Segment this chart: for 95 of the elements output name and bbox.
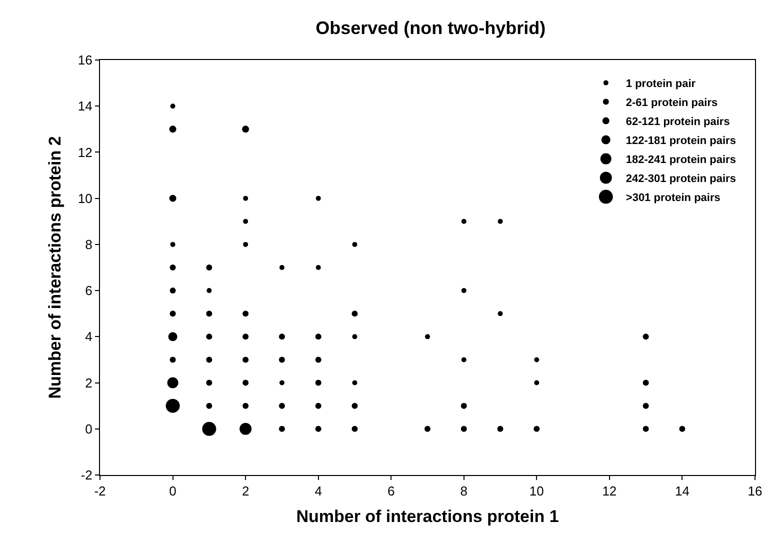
- x-tick-label: 6: [387, 484, 395, 499]
- point: [497, 426, 504, 432]
- point: [242, 310, 249, 317]
- legend-label: 2-61 protein pairs: [626, 97, 718, 110]
- point: [642, 426, 649, 432]
- point: [460, 402, 467, 409]
- legend-label: 182-241 protein pairs: [626, 154, 736, 166]
- point: [242, 402, 249, 409]
- point: [642, 380, 649, 386]
- point: [170, 104, 176, 109]
- point: [315, 426, 322, 432]
- point: [169, 126, 176, 133]
- x-tick-label: 4: [314, 484, 322, 499]
- point: [461, 288, 466, 294]
- y-tick-label: 10: [78, 190, 92, 206]
- legend-label: 242-301 protein pairs: [626, 173, 736, 186]
- point: [315, 334, 322, 340]
- point: [352, 402, 358, 409]
- x-tick-label: 10: [529, 484, 544, 499]
- legend-label: 1 protein pair: [626, 78, 696, 90]
- point: [352, 334, 358, 340]
- y-tick-label: 4: [85, 329, 92, 344]
- point: [534, 380, 540, 386]
- point: [243, 242, 248, 247]
- point: [642, 334, 649, 340]
- point: [206, 356, 212, 363]
- y-tick-label: 6: [85, 283, 92, 298]
- point: [170, 356, 176, 363]
- x-tick-label: 16: [748, 484, 762, 499]
- point: [642, 402, 649, 409]
- point: [168, 332, 178, 342]
- chart-title: Observed (non two-hybrid): [316, 18, 546, 38]
- point: [278, 426, 285, 432]
- point: [242, 126, 250, 133]
- x-tick-label: 12: [602, 484, 617, 499]
- point: [424, 426, 430, 432]
- point: [279, 265, 284, 270]
- point: [461, 357, 466, 362]
- point: [460, 426, 467, 432]
- point: [316, 196, 321, 201]
- point: [206, 334, 212, 340]
- point: [242, 334, 249, 340]
- y-tick-label: -2: [80, 468, 92, 483]
- point: [242, 380, 249, 386]
- y-tick-label: 0: [85, 421, 92, 436]
- point: [170, 242, 176, 247]
- point: [352, 242, 358, 247]
- x-tick-label: 2: [242, 484, 250, 499]
- point: [167, 377, 178, 388]
- point: [169, 194, 176, 202]
- point: [352, 426, 358, 432]
- point: [206, 264, 212, 270]
- point: [315, 380, 322, 386]
- y-tick-label: 8: [85, 236, 92, 252]
- point: [279, 380, 284, 386]
- legend-label: 62-121 protein pairs: [626, 116, 730, 128]
- point: [202, 422, 216, 436]
- legend-label: 122-181 protein pairs: [626, 135, 736, 148]
- point: [315, 356, 322, 363]
- point: [206, 380, 212, 386]
- point: [498, 311, 503, 316]
- point: [166, 398, 180, 413]
- x-tick-label: 14: [674, 484, 690, 499]
- point: [278, 402, 285, 409]
- point: [170, 288, 176, 294]
- point: [243, 196, 248, 201]
- point: [240, 422, 252, 435]
- legend-label: >301 protein pairs: [626, 192, 720, 204]
- point: [461, 218, 466, 224]
- point: [352, 310, 358, 317]
- point: [170, 310, 176, 317]
- x-axis-title: Number of interactions protein 1: [296, 507, 559, 526]
- point: [679, 426, 686, 432]
- point: [498, 218, 503, 224]
- x-tick-label: 8: [460, 484, 468, 499]
- y-axis-title: Number of interactions protein 2: [45, 136, 64, 399]
- point: [242, 356, 249, 363]
- point: [425, 334, 430, 340]
- point: [206, 288, 212, 294]
- point: [315, 402, 322, 409]
- point: [278, 334, 285, 340]
- y-tick-label: 2: [85, 375, 92, 390]
- x-tick-label: 0: [169, 484, 176, 499]
- point: [352, 380, 358, 386]
- point: [278, 356, 285, 363]
- y-tick-label: 14: [78, 98, 92, 114]
- point: [534, 426, 540, 432]
- point: [170, 264, 176, 270]
- point: [206, 310, 212, 317]
- point: [206, 402, 212, 409]
- y-tick-label: 16: [78, 52, 92, 68]
- point: [316, 265, 321, 270]
- point: [534, 357, 540, 362]
- point: [243, 218, 248, 224]
- y-tick-label: 12: [78, 144, 92, 160]
